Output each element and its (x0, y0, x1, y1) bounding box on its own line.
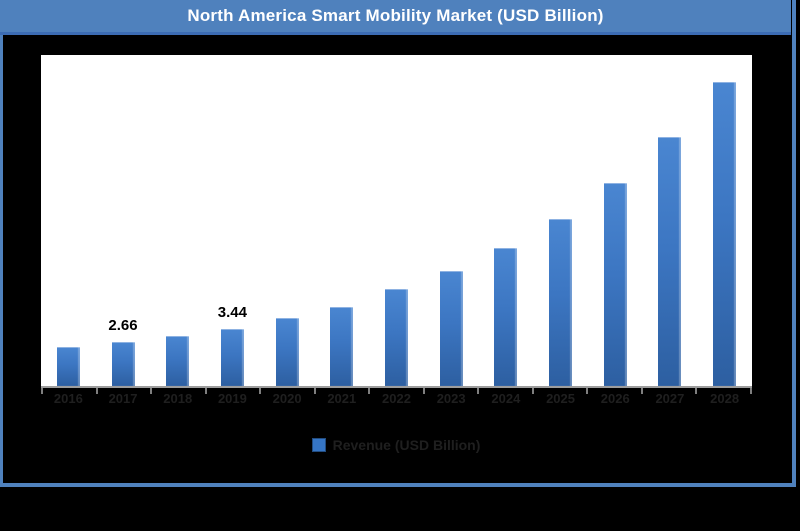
bar-slot-2016 (41, 55, 96, 386)
x-label-2017: 2017 (108, 391, 138, 406)
plot-area: 2.66 3.44 (41, 55, 752, 388)
bar-2025 (549, 219, 573, 386)
frame-border-left (0, 35, 3, 484)
bar-2016 (56, 347, 80, 386)
x-label-2026: 2026 (600, 391, 630, 406)
bar-slot-2027 (643, 55, 698, 386)
data-label-2017: 2.66 (108, 317, 138, 334)
x-label-2018: 2018 (163, 391, 193, 406)
tick-mark (98, 388, 153, 394)
bar-2027 (658, 137, 682, 386)
tick-mark (643, 388, 698, 394)
bar-slot-2026 (588, 55, 643, 386)
bar-2019 (220, 329, 244, 386)
x-label-2020: 2020 (272, 391, 302, 406)
x-label-2024: 2024 (491, 391, 521, 406)
x-label-2022: 2022 (382, 391, 411, 406)
frame-border-bottom (0, 483, 792, 487)
x-axis-labels: 2016 2017 2018 2019 2020 2021 2022 2023 2024 2025… (41, 391, 752, 406)
bar-2026 (603, 183, 627, 386)
x-label-2021: 2021 (327, 391, 357, 406)
tick-mark (152, 388, 207, 394)
bar-slot-2017: 2.66 (96, 55, 151, 386)
bar-series: 2.66 3.44 (41, 55, 752, 386)
bar-slot-2025 (533, 55, 588, 386)
tick-mark (41, 388, 98, 394)
x-label-2025: 2025 (546, 391, 575, 406)
x-label-2028: 2028 (710, 391, 740, 406)
bar-slot-2028 (697, 55, 752, 386)
tick-mark (588, 388, 643, 394)
x-label-2027: 2027 (655, 391, 685, 406)
data-label-2019: 3.44 (217, 304, 247, 321)
legend-swatch-icon (311, 438, 326, 452)
x-axis-tick-marks (41, 388, 752, 394)
tick-mark (425, 388, 480, 394)
tick-mark (316, 388, 371, 394)
bar-slot-2021 (314, 55, 369, 386)
bar-2018 (166, 336, 190, 386)
bar-slot-2019: 3.44 (205, 55, 260, 386)
legend-label: Revenue (USD Billion) (332, 437, 481, 453)
bar-slot-2024 (479, 55, 534, 386)
tick-mark (261, 388, 316, 394)
bar-slot-2018 (150, 55, 205, 386)
bar-2022 (384, 289, 408, 386)
bar-2024 (494, 248, 518, 386)
bar-2021 (330, 307, 354, 386)
tick-mark (534, 388, 589, 394)
x-label-2019: 2019 (217, 391, 247, 406)
bar-slot-2023 (424, 55, 479, 386)
bar-slot-2022 (369, 55, 424, 386)
bar-2028 (713, 82, 737, 386)
tick-mark (370, 388, 425, 394)
tick-mark (479, 388, 534, 394)
bar-slot-2020 (260, 55, 315, 386)
x-label-2016: 2016 (53, 391, 83, 406)
legend: Revenue (USD Billion) (0, 437, 792, 453)
bar-2017 (111, 342, 135, 386)
tick-mark (207, 388, 262, 394)
frame-border-right (792, 0, 796, 487)
x-label-2023: 2023 (436, 391, 466, 406)
bar-2023 (439, 271, 463, 386)
bar-2020 (275, 318, 299, 386)
tick-mark (697, 388, 752, 394)
chart-title: North America Smart Mobility Market (USD… (0, 0, 791, 35)
